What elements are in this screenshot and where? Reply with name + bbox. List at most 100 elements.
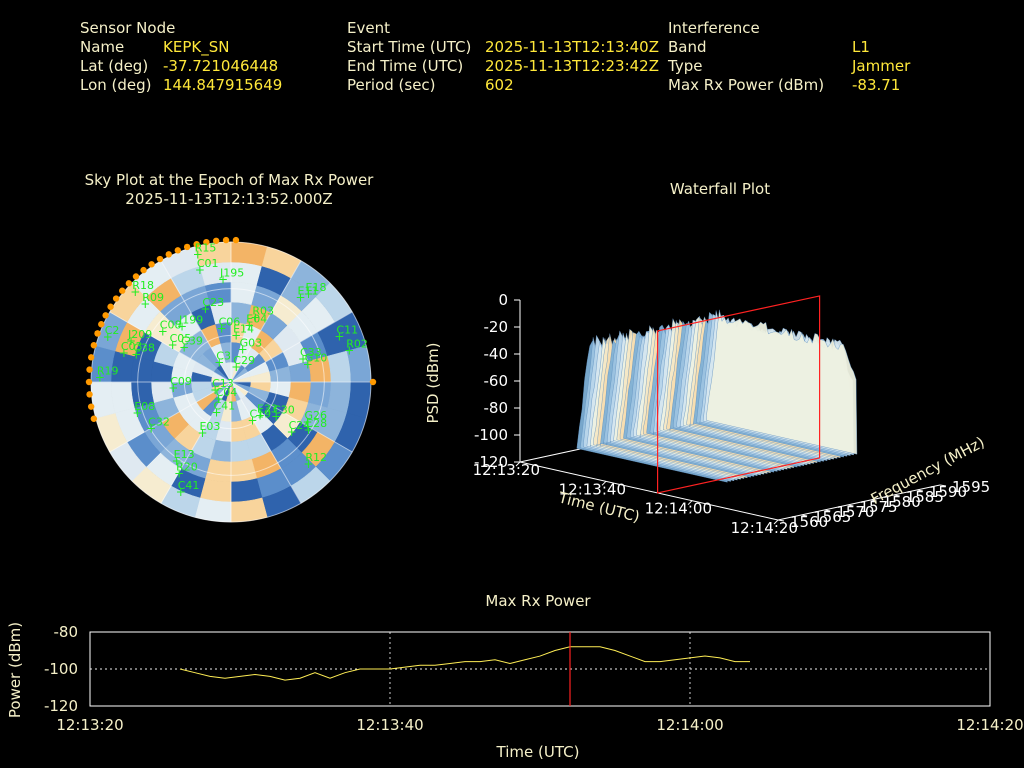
satellite-marker: + <box>211 405 221 419</box>
sky-edge-marker <box>125 280 133 287</box>
satellite-label: C13 <box>212 377 234 390</box>
power-x-tick-label: 12:14:00 <box>656 716 723 734</box>
waterfall-epoch-plane <box>657 295 821 494</box>
satellite-label: E14 <box>233 323 254 336</box>
satellite-marker: + <box>214 355 224 369</box>
psd-axis-label: PSD (dBm) <box>424 342 442 423</box>
sky-edge-markers <box>85 236 377 422</box>
sky-grid-spoke <box>230 260 302 383</box>
freq-tick <box>847 504 854 507</box>
sky-edge-marker <box>90 415 98 422</box>
sky-edge-marker <box>87 354 95 361</box>
psd-tick-label: -40 <box>484 345 509 363</box>
event-end-value: 2025-11-13T12:23:42Z <box>485 57 659 75</box>
satellite-marker: + <box>271 409 281 423</box>
satellite-marker: + <box>303 457 313 471</box>
psd-tick-label: -60 <box>484 372 509 390</box>
sky-edge-marker <box>112 295 120 302</box>
waterfall-freq-axis <box>777 484 941 521</box>
sky-plot-title: Sky Plot at the Epoch of Max Rx Power <box>84 171 374 189</box>
satellite-label: C41 <box>178 479 200 492</box>
sky-edge-marker <box>156 255 164 263</box>
freq-tick-label: 1570 <box>836 503 874 521</box>
sky-edge-marker <box>132 273 140 280</box>
satellite-marker: + <box>304 423 314 437</box>
satellite-label: C19 <box>249 407 271 420</box>
sky-grid-spoke <box>230 381 353 453</box>
psd-tick-label: -20 <box>484 318 509 336</box>
satellite-marker: + <box>146 422 156 436</box>
satellite-marker: + <box>197 426 207 440</box>
satellite-marker: + <box>177 320 187 334</box>
freq-tick <box>777 519 785 522</box>
event-period-value: 602 <box>485 76 514 94</box>
interference-band-label: Band <box>668 38 707 56</box>
satellite-label: C11 <box>336 323 358 336</box>
satellite-label: E13 <box>174 448 195 461</box>
satellite-marker: + <box>193 247 203 261</box>
sky-edge-marker <box>98 321 105 328</box>
sensor-lon-label: Lon (deg) <box>80 76 152 94</box>
power-y-tick-label: -100 <box>44 660 78 678</box>
satellite-label: R03 <box>252 305 274 318</box>
sky-edge-marker <box>148 261 155 268</box>
waterfall-surface <box>576 309 858 483</box>
satellite-label: C06 <box>219 316 241 329</box>
sky-grid-spoke <box>160 381 232 504</box>
waterfall-time-axis <box>519 461 779 521</box>
satellite-label: C3 <box>216 349 231 362</box>
sensor-lat-value: -37.721046448 <box>163 57 279 75</box>
freq-tick-label: 1595 <box>952 478 990 496</box>
sky-edge-marker <box>369 378 377 386</box>
satellite-label: R15 <box>195 241 217 254</box>
interference-power-label: Max Rx Power (dBm) <box>668 76 825 94</box>
sky-edge-marker <box>86 391 93 398</box>
satellite-marker: + <box>255 408 265 422</box>
power-y-axis-label: Power (dBm) <box>6 622 24 718</box>
satellite-marker: + <box>298 352 308 366</box>
satellite-marker: + <box>231 329 241 343</box>
sky-grid-spoke <box>109 381 232 453</box>
satellite-label: R02 <box>346 338 368 351</box>
satellite-label: R12 <box>305 451 327 464</box>
power-chart-title: Max Rx Power <box>485 592 591 610</box>
satellite-marker: + <box>217 322 227 336</box>
psd-tick-label: -100 <box>474 426 508 444</box>
satellite-label: C33 <box>300 346 322 359</box>
satellite-label: E33 <box>257 402 278 415</box>
satellite-marker: + <box>214 392 224 406</box>
satellite-marker: + <box>303 358 313 372</box>
power-x-tick-label: 12:14:20 <box>956 716 1023 734</box>
freq-tick-label: 1575 <box>859 498 897 516</box>
sky-grid-spoke <box>160 260 232 383</box>
satellite-marker: + <box>231 360 241 374</box>
satellite-marker: + <box>172 454 182 468</box>
sky-plot-subtitle: 2025-11-13T12:13:52.000Z <box>125 190 333 208</box>
freq-tick-label: 1565 <box>813 508 851 526</box>
satellite-marker: + <box>218 273 228 287</box>
satellite-label: E03 <box>199 420 220 433</box>
sky-edge-marker <box>86 366 93 373</box>
satellite-marker: + <box>244 318 254 332</box>
satellite-label: C23 <box>202 296 224 309</box>
satellite-label: C09 <box>170 375 192 388</box>
satellite-label: E11 <box>298 284 319 297</box>
freq-tick <box>893 494 900 497</box>
event-heading: Event <box>347 19 390 37</box>
sky-edge-marker <box>85 378 93 386</box>
power-x-axis-label: Time (UTC) <box>496 743 580 761</box>
satellite-marker: + <box>140 297 150 311</box>
time-tick <box>687 500 693 506</box>
satellite-marker: + <box>119 346 129 360</box>
interference-type-label: Type <box>668 57 703 75</box>
satellite-label: G10 <box>305 352 328 365</box>
freq-tick-label: 1560 <box>790 513 828 531</box>
satellite-marker: + <box>131 348 141 362</box>
satellite-marker: + <box>195 263 205 277</box>
satellite-label: G03 <box>240 336 263 349</box>
satellite-label: C32 <box>148 416 170 429</box>
satellite-label: E04 <box>246 312 267 325</box>
